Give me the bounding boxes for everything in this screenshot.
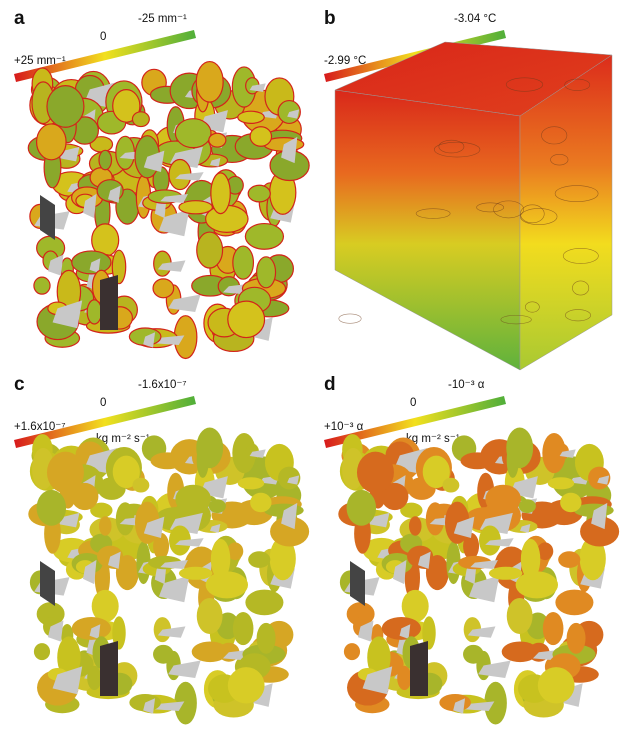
pore-surface [409,516,422,535]
pore-surface [250,127,271,147]
colorbar-min-label: -1.6x10⁻⁷ [138,379,187,391]
pore-surface [347,490,376,526]
pore-surface [555,590,593,616]
pore-surface [521,539,540,580]
pore-surface [179,201,212,214]
shadow [100,275,118,330]
pore-surface [233,612,254,645]
pore-surface [37,124,66,160]
pore-surface [153,279,174,298]
panel: d+10⁻³ α0-10⁻³ αkg m⁻² s⁻¹ [324,374,619,724]
pore-surface [196,62,223,103]
colorbar-min-label: -3.04 °C [454,13,496,25]
pore-surface [248,185,270,202]
pore-surface [197,598,223,634]
colorbar-mid-label: 0 [100,397,106,409]
pore-surface [516,571,558,598]
pore-surface [34,277,50,294]
pore-surface [397,666,411,690]
colorbar-mid-label: 0 [410,397,416,409]
pore-surface [153,645,174,664]
pore-surface [543,612,564,645]
panel: c+1.6x10⁻⁷0-1.6x10⁻⁷kg m⁻² s⁻¹ [14,374,309,724]
pore-surface [233,246,254,279]
pore-surface [257,623,276,654]
pore-surface [238,111,264,123]
colorbar-max-label: -2.99 °C [324,55,366,67]
panel-label: a [14,8,25,29]
colorbar-max-label: +1.6x10⁻⁷ [14,421,65,433]
pore-surface [257,257,276,288]
pore-surface [175,119,211,148]
pore-surface [197,232,223,268]
pore-surface [47,452,84,494]
colorbar-mid-label: 0 [100,31,106,43]
pore-surface [357,452,394,494]
colorbar-min-label: -10⁻³ α [448,379,485,391]
pore-surface [37,490,66,526]
pore-surface [209,499,226,513]
colorbar-max-label: +25 mm⁻¹ [14,55,66,67]
pore-surface [506,428,533,469]
pore-surface [245,590,283,616]
pore-surface [567,623,586,654]
panel-label: b [324,8,336,29]
pore-surface [209,133,226,147]
pore-surface [463,645,484,664]
panel-label: d [324,374,336,395]
pore-surface [179,567,212,580]
pore-surface [132,478,149,493]
shadow [40,195,55,240]
pore-surface [211,173,230,214]
pore-surface [489,567,522,580]
panel: a +25 mm⁻¹ 0 -25 mm⁻¹ [14,8,309,358]
shadow [350,561,365,606]
panels: a +25 mm⁻¹ 0 -25 mm⁻¹ b -2.99 °C -3.04 °C c +1.6… [14,8,619,724]
pore-surface [548,477,574,489]
cube-left [335,90,520,370]
figure: a +25 mm⁻¹ 0 -25 mm⁻¹ b -2.99 °C -3.04 °C c +1.6… [0,0,620,733]
pore-surface [485,485,521,514]
contour [339,314,361,323]
pore-surface [87,666,101,690]
panel-label: c [14,374,25,395]
pore-surface [175,485,211,514]
pore-surface [507,598,533,634]
pore-surface [538,667,575,703]
pore-surface [99,150,112,169]
pore-surface [250,493,271,513]
colorbar-max-label: +10⁻³ α [324,421,364,433]
shadow [40,561,55,606]
pore-surface [47,86,84,128]
colorbar-min-label: -25 mm⁻¹ [138,13,187,25]
shadow [410,641,428,696]
pore-surface [206,571,248,598]
shadow [100,641,118,696]
pore-surface [245,224,283,250]
pore-surface [132,112,149,127]
pore-surface [442,478,459,493]
pore-surface [519,499,536,513]
pore-surface [87,300,101,324]
pore-surface [558,551,580,568]
pore-surface [99,516,112,535]
pore-surface [228,667,265,703]
pore-surface [228,301,265,337]
panel: b -2.99 °C -3.04 °C [324,8,612,370]
pore-surface [344,643,360,660]
pore-surface [211,539,230,580]
pore-surface [248,551,270,568]
pore-surface [34,643,50,660]
pore-surface [238,477,264,489]
pore-surface [560,493,581,513]
pore-surface [196,428,223,469]
